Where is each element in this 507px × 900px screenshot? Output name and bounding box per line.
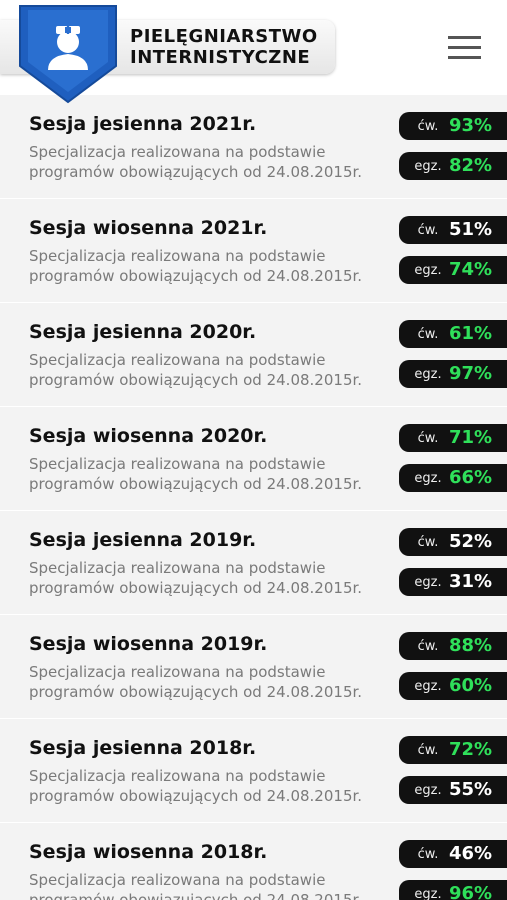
app-header: PIELĘGNIARSTWO INTERNISTYCZNE xyxy=(0,0,507,104)
session-description: Specjalizacja realizowana na podstawie pr… xyxy=(29,246,362,286)
session-title: Sesja wiosenna 2020r. xyxy=(29,425,268,447)
score-label: egz. xyxy=(414,263,442,278)
session-title: Sesja jesienna 2018r. xyxy=(29,737,257,759)
score-pill: ćw. 51% xyxy=(399,216,507,244)
session-item[interactable]: Sesja wiosenna 2019r. Specjalizacja reali… xyxy=(0,615,507,719)
score-value: 31% xyxy=(449,571,493,592)
score-value: 60% xyxy=(449,675,493,696)
score-label: ćw. xyxy=(417,431,439,446)
score-label: ćw. xyxy=(417,119,439,134)
app-title: PIELĘGNIARSTWO INTERNISTYCZNE xyxy=(130,26,318,68)
session-list: Sesja jesienna 2021r. Specjalizacja reali… xyxy=(0,95,507,900)
description-line: programów obowiązujących od 24.08.2015r. xyxy=(29,371,363,389)
session-description: Specjalizacja realizowana na podstawie pr… xyxy=(29,558,362,598)
session-description: Specjalizacja realizowana na podstawie pr… xyxy=(29,662,362,702)
score-label: egz. xyxy=(414,887,442,900)
description-line: Specjalizacja realizowana na podstawie xyxy=(29,247,326,265)
session-item[interactable]: Sesja jesienna 2019r. Specjalizacja reali… xyxy=(0,511,507,615)
score-value: 88% xyxy=(449,635,493,656)
session-item[interactable]: Sesja wiosenna 2020r. Specjalizacja reali… xyxy=(0,407,507,511)
session-title: Sesja jesienna 2019r. xyxy=(29,529,257,551)
session-title: Sesja wiosenna 2019r. xyxy=(29,633,268,655)
score-value: 96% xyxy=(449,883,493,900)
session-description: Specjalizacja realizowana na podstawie pr… xyxy=(29,454,362,494)
description-line: Specjalizacja realizowana na podstawie xyxy=(29,767,326,785)
score-label: egz. xyxy=(414,679,442,694)
session-item[interactable]: Sesja wiosenna 2018r. Specjalizacja reali… xyxy=(0,823,507,900)
score-pill: egz. 96% xyxy=(399,880,507,900)
score-pill: egz. 66% xyxy=(399,464,507,492)
score-value: 52% xyxy=(449,531,493,552)
score-pill: egz. 74% xyxy=(399,256,507,284)
session-description: Specjalizacja realizowana na podstawie pr… xyxy=(29,870,362,900)
title-line: PIELĘGNIARSTWO xyxy=(130,26,318,47)
session-description: Specjalizacja realizowana na podstawie pr… xyxy=(29,142,362,182)
score-label: ćw. xyxy=(417,535,439,550)
description-line: Specjalizacja realizowana na podstawie xyxy=(29,143,326,161)
score-value: 97% xyxy=(449,363,493,384)
score-label: egz. xyxy=(414,471,442,486)
score-label: egz. xyxy=(414,367,442,382)
score-value: 51% xyxy=(449,219,493,240)
description-line: Specjalizacja realizowana na podstawie xyxy=(29,559,326,577)
score-pill: egz. 31% xyxy=(399,568,507,596)
session-description: Specjalizacja realizowana na podstawie pr… xyxy=(29,350,362,390)
logo-badge xyxy=(19,5,117,104)
score-pill: egz. 97% xyxy=(399,360,507,388)
score-value: 93% xyxy=(449,115,493,136)
session-title: Sesja wiosenna 2018r. xyxy=(29,841,268,863)
score-value: 66% xyxy=(449,467,493,488)
description-line: Specjalizacja realizowana na podstawie xyxy=(29,663,326,681)
description-line: programów obowiązujących od 24.08.2015r. xyxy=(29,267,363,285)
score-value: 72% xyxy=(449,739,493,760)
score-label: ćw. xyxy=(417,327,439,342)
score-pill: ćw. 46% xyxy=(399,840,507,868)
score-value: 71% xyxy=(449,427,493,448)
description-line: programów obowiązujących od 24.08.2015r. xyxy=(29,683,363,701)
description-line: Specjalizacja realizowana na podstawie xyxy=(29,351,326,369)
score-pill: egz. 60% xyxy=(399,672,507,700)
description-line: programów obowiązujących od 24.08.2015r. xyxy=(29,475,363,493)
score-pill: ćw. 93% xyxy=(399,112,507,140)
description-line: Specjalizacja realizowana na podstawie xyxy=(29,871,326,889)
score-value: 82% xyxy=(449,155,493,176)
menu-button[interactable] xyxy=(448,36,482,60)
session-item[interactable]: Sesja wiosenna 2021r. Specjalizacja reali… xyxy=(0,199,507,303)
description-line: Specjalizacja realizowana na podstawie xyxy=(29,455,326,473)
score-pill: ćw. 52% xyxy=(399,528,507,556)
session-title: Sesja jesienna 2021r. xyxy=(29,113,257,135)
score-value: 46% xyxy=(449,843,493,864)
score-pill: ćw. 72% xyxy=(399,736,507,764)
title-line: INTERNISTYCZNE xyxy=(130,47,311,68)
score-pill: egz. 55% xyxy=(399,776,507,804)
session-title: Sesja wiosenna 2021r. xyxy=(29,217,268,239)
score-label: egz. xyxy=(414,783,442,798)
session-item[interactable]: Sesja jesienna 2021r. Specjalizacja reali… xyxy=(0,95,507,199)
description-line: programów obowiązujących od 24.08.2015r. xyxy=(29,787,363,805)
score-label: ćw. xyxy=(417,847,439,862)
score-label: ćw. xyxy=(417,223,439,238)
description-line: programów obowiązujących od 24.08.2015r. xyxy=(29,579,363,597)
score-label: egz. xyxy=(414,159,442,174)
score-label: ćw. xyxy=(417,743,439,758)
score-label: egz. xyxy=(414,575,442,590)
session-description: Specjalizacja realizowana na podstawie pr… xyxy=(29,766,362,806)
score-value: 74% xyxy=(449,259,493,280)
score-pill: egz. 82% xyxy=(399,152,507,180)
session-item[interactable]: Sesja jesienna 2018r. Specjalizacja reali… xyxy=(0,719,507,823)
score-label: ćw. xyxy=(417,639,439,654)
session-title: Sesja jesienna 2020r. xyxy=(29,321,257,343)
description-line: programów obowiązujących od 24.08.2015r. xyxy=(29,891,363,900)
score-value: 61% xyxy=(449,323,493,344)
score-pill: ćw. 71% xyxy=(399,424,507,452)
score-value: 55% xyxy=(449,779,493,800)
session-item[interactable]: Sesja jesienna 2020r. Specjalizacja reali… xyxy=(0,303,507,407)
score-pill: ćw. 88% xyxy=(399,632,507,660)
score-pill: ćw. 61% xyxy=(399,320,507,348)
description-line: programów obowiązujących od 24.08.2015r. xyxy=(29,163,363,181)
